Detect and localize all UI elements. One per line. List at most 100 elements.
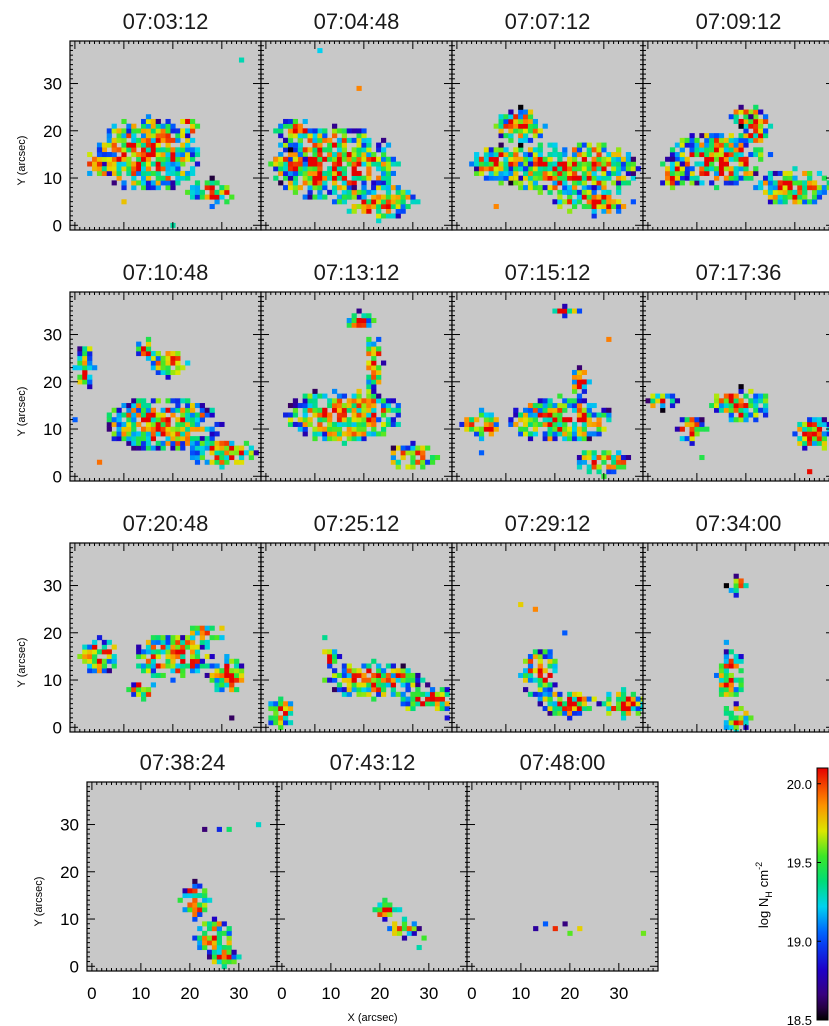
data-pixel	[807, 175, 813, 181]
data-pixel	[762, 118, 769, 124]
data-pixel	[121, 426, 127, 432]
y-axis-label: Y (arcsec)	[16, 136, 28, 186]
data-pixel	[723, 156, 730, 162]
data-pixel	[562, 175, 568, 181]
data-pixel	[762, 133, 769, 139]
data-pixel	[170, 147, 176, 153]
data-pixel	[792, 431, 798, 437]
data-pixel	[523, 421, 529, 427]
data-pixel	[273, 161, 279, 167]
data-pixel	[620, 715, 627, 721]
data-pixel	[87, 346, 93, 352]
data-pixel	[189, 156, 196, 162]
data-pixel	[753, 123, 759, 129]
data-pixel	[332, 152, 338, 158]
data-pixel	[508, 166, 514, 172]
data-pixel	[552, 161, 558, 167]
data-pixel	[376, 199, 382, 205]
data-pixel	[382, 897, 388, 903]
data-pixel	[562, 701, 568, 707]
data-pixel	[630, 170, 636, 176]
data-pixel	[155, 398, 161, 404]
data-pixel	[410, 696, 416, 702]
data-pixel	[126, 123, 132, 129]
data-pixel	[488, 166, 494, 172]
data-pixel	[216, 945, 222, 951]
data-pixel	[596, 421, 602, 427]
data-pixel	[336, 166, 343, 172]
data-pixel	[709, 161, 715, 167]
data-pixel	[552, 166, 558, 172]
data-pixel	[562, 398, 568, 404]
data-pixel	[199, 663, 205, 669]
data-pixel	[552, 147, 558, 153]
data-pixel	[385, 672, 392, 678]
data-pixel	[758, 185, 764, 191]
data-pixel	[410, 450, 416, 456]
data-pixel	[361, 663, 367, 669]
data-pixel	[684, 166, 690, 172]
data-pixel	[601, 199, 607, 205]
data-pixel	[385, 185, 392, 191]
data-pixel	[371, 355, 377, 361]
data-pixel	[141, 147, 147, 153]
data-pixel	[317, 407, 323, 413]
data-pixel	[748, 412, 754, 418]
data-pixel	[410, 672, 416, 678]
data-pixel	[733, 147, 739, 153]
data-pixel	[356, 691, 362, 697]
data-pixel	[591, 464, 597, 470]
data-pixel	[513, 421, 519, 427]
data-pixel	[576, 426, 583, 432]
data-pixel	[131, 180, 137, 186]
data-pixel	[111, 417, 117, 423]
data-pixel	[150, 682, 157, 688]
data-pixel	[283, 147, 289, 153]
data-pixel	[131, 170, 137, 176]
data-pixel	[332, 133, 338, 139]
data-pixel	[567, 161, 573, 167]
data-pixel	[317, 166, 323, 172]
data-pixel	[557, 710, 563, 716]
panel-time-label: 07:07:12	[505, 9, 591, 34]
data-pixel	[679, 170, 685, 176]
data-pixel	[292, 412, 299, 418]
data-pixel	[175, 426, 181, 432]
data-pixel	[312, 393, 318, 399]
data-pixel	[723, 175, 730, 181]
data-pixel	[283, 137, 289, 143]
data-pixel	[376, 365, 382, 371]
data-pixel	[586, 436, 592, 442]
data-pixel	[748, 388, 754, 394]
data-pixel	[586, 194, 592, 200]
data-pixel	[376, 194, 382, 200]
data-pixel	[150, 123, 157, 129]
data-pixel	[547, 417, 553, 423]
data-pixel	[376, 180, 382, 186]
data-pixel	[513, 180, 519, 186]
data-pixel	[723, 658, 730, 664]
data-pixel	[591, 431, 597, 437]
data-pixel	[278, 161, 284, 167]
data-pixel	[537, 701, 543, 707]
data-pixel	[278, 128, 284, 134]
data-pixel	[547, 682, 553, 688]
data-pixel	[758, 398, 764, 404]
data-pixel	[562, 180, 568, 186]
data-pixel	[586, 469, 592, 475]
data-pixel	[743, 715, 749, 721]
data-pixel	[77, 355, 83, 361]
data-pixel	[562, 706, 568, 712]
data-pixel	[145, 152, 152, 158]
data-pixel	[557, 194, 563, 200]
data-pixel	[361, 398, 367, 404]
data-pixel	[209, 204, 215, 210]
data-pixel	[307, 403, 313, 409]
data-pixel	[160, 407, 166, 413]
data-pixel	[738, 677, 744, 683]
data-pixel	[136, 407, 142, 413]
data-pixel	[395, 464, 401, 470]
data-pixel	[557, 403, 563, 409]
data-pixel	[660, 393, 666, 399]
